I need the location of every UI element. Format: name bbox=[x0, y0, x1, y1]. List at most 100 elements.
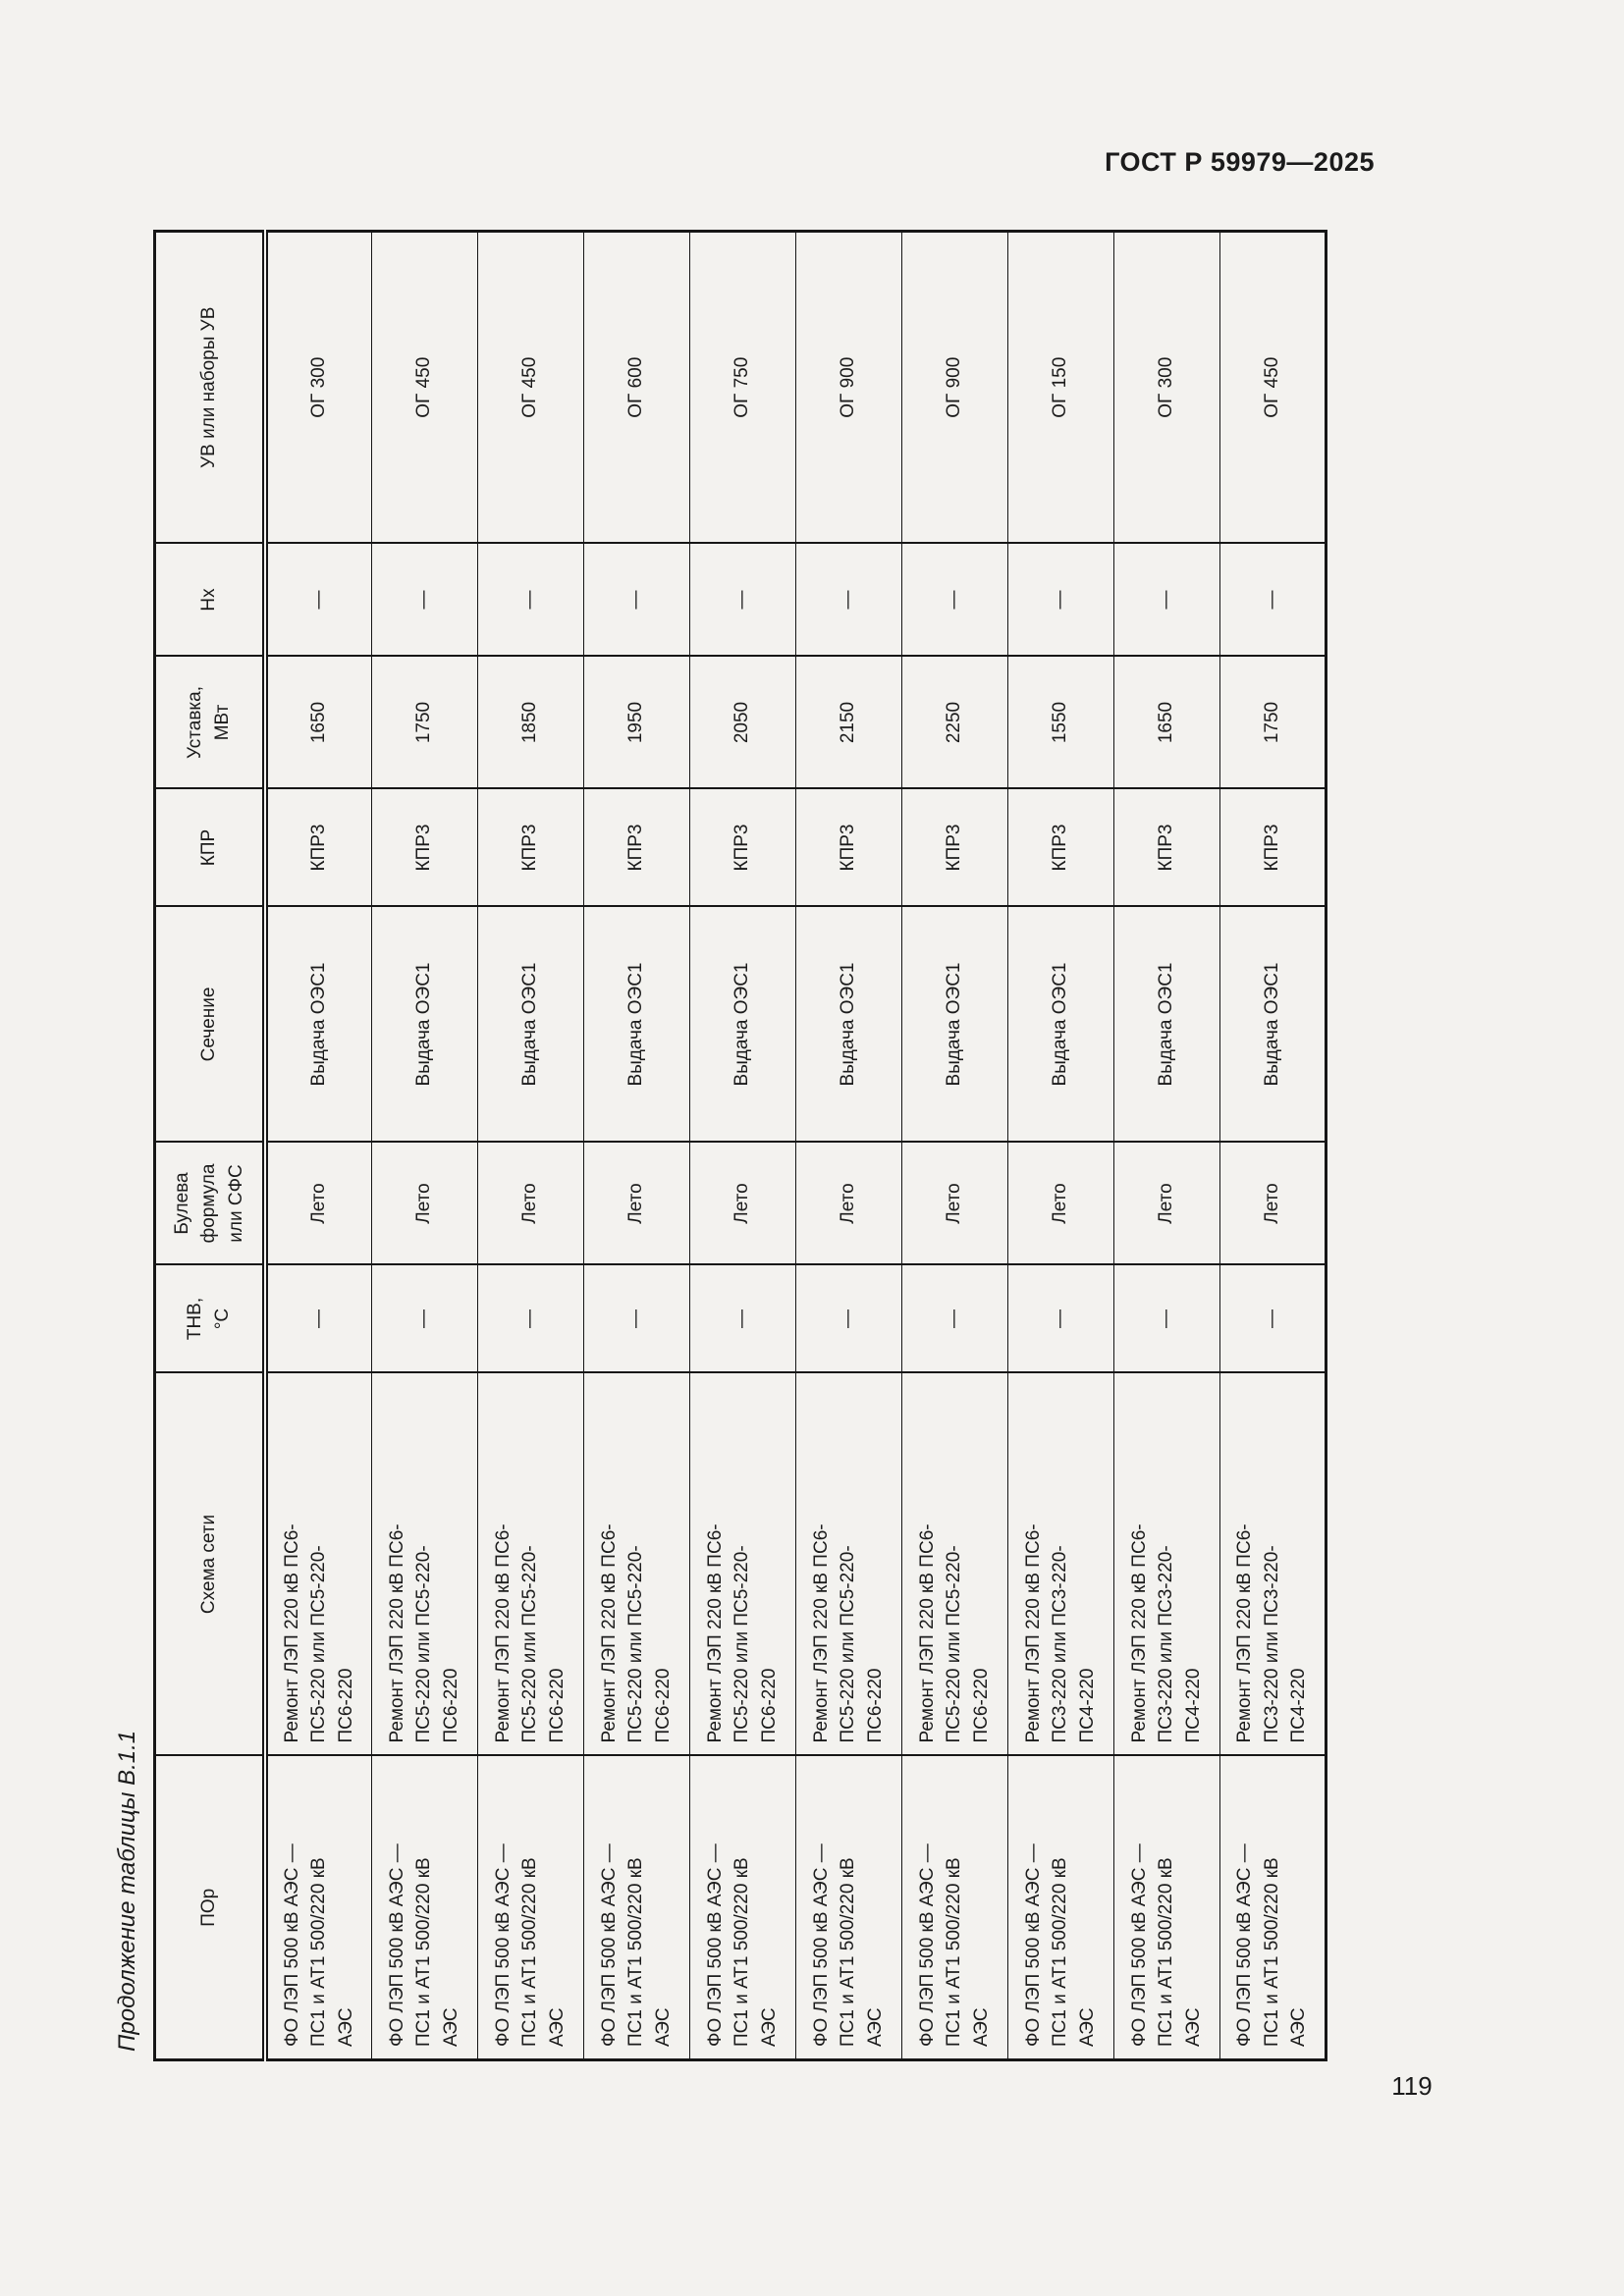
cell-por: ФО ЛЭП 500 кВ АЭС — ПС1 и АТ1 500/220 кВ… bbox=[1113, 1755, 1219, 2060]
cell-ustavka: 2250 bbox=[901, 656, 1007, 789]
cell-buleva: Лето bbox=[583, 1142, 689, 1265]
cell-kpr: КПР3 bbox=[1007, 788, 1113, 907]
cell-ustavka: 1850 bbox=[477, 656, 583, 789]
column-header-uv: УВ или наборы УВ bbox=[154, 231, 265, 544]
table-row: ФО ЛЭП 500 кВ АЭС — ПС1 и АТ1 500/220 кВ… bbox=[371, 231, 477, 2060]
cell-skhema: Ремонт ЛЭП 220 кВ ПС6- ПС5-220 или ПС5-2… bbox=[477, 1372, 583, 1756]
page-number: 119 bbox=[1391, 2071, 1433, 2101]
cell-uv: ОГ 600 bbox=[583, 231, 689, 544]
cell-sechenie: Выдача ОЭС1 bbox=[1219, 906, 1326, 1143]
table-row: ФО ЛЭП 500 кВ АЭС — ПС1 и АТ1 500/220 кВ… bbox=[583, 231, 689, 2060]
column-header-nh: Нх bbox=[154, 543, 265, 657]
cell-sechenie: Выдача ОЭС1 bbox=[795, 906, 901, 1143]
cell-por: ФО ЛЭП 500 кВ АЭС — ПС1 и АТ1 500/220 кВ… bbox=[795, 1755, 901, 2060]
cell-tnv: — bbox=[795, 1264, 901, 1373]
cell-nh: — bbox=[477, 543, 583, 657]
column-header-tnv: ТНВ, °С bbox=[154, 1264, 265, 1373]
cell-kpr: КПР3 bbox=[265, 788, 371, 907]
cell-uv: ОГ 450 bbox=[1219, 231, 1326, 544]
cell-ustavka: 1550 bbox=[1007, 656, 1113, 789]
cell-ustavka: 1650 bbox=[265, 656, 371, 789]
cell-uv: ОГ 150 bbox=[1007, 231, 1113, 544]
cell-nh: — bbox=[265, 543, 371, 657]
cell-por: ФО ЛЭП 500 кВ АЭС — ПС1 и АТ1 500/220 кВ… bbox=[583, 1755, 689, 2060]
table-row: ФО ЛЭП 500 кВ АЭС — ПС1 и АТ1 500/220 кВ… bbox=[689, 231, 795, 2060]
table-row: ФО ЛЭП 500 кВ АЭС — ПС1 и АТ1 500/220 кВ… bbox=[1219, 231, 1326, 2060]
cell-ustavka: 1650 bbox=[1113, 656, 1219, 789]
cell-nh: — bbox=[689, 543, 795, 657]
cell-nh: — bbox=[371, 543, 477, 657]
cell-por: ФО ЛЭП 500 кВ АЭС — ПС1 и АТ1 500/220 кВ… bbox=[477, 1755, 583, 2060]
cell-uv: ОГ 300 bbox=[1113, 231, 1219, 544]
cell-uv: ОГ 450 bbox=[371, 231, 477, 544]
column-header-kpr: КПР bbox=[154, 788, 265, 907]
cell-skhema: Ремонт ЛЭП 220 кВ ПС6- ПС5-220 или ПС5-2… bbox=[689, 1372, 795, 1756]
cell-nh: — bbox=[1219, 543, 1326, 657]
column-header-por: ПОр bbox=[154, 1755, 265, 2060]
cell-buleva: Лето bbox=[795, 1142, 901, 1265]
cell-buleva: Лето bbox=[689, 1142, 795, 1265]
cell-buleva: Лето bbox=[371, 1142, 477, 1265]
cell-ustavka: 1750 bbox=[371, 656, 477, 789]
cell-nh: — bbox=[1113, 543, 1219, 657]
table-row: ФО ЛЭП 500 кВ АЭС — ПС1 и АТ1 500/220 кВ… bbox=[265, 231, 371, 2060]
cell-sechenie: Выдача ОЭС1 bbox=[265, 906, 371, 1143]
cell-kpr: КПР3 bbox=[689, 788, 795, 907]
cell-kpr: КПР3 bbox=[795, 788, 901, 907]
cell-tnv: — bbox=[265, 1264, 371, 1373]
cell-kpr: КПР3 bbox=[477, 788, 583, 907]
cell-nh: — bbox=[1007, 543, 1113, 657]
cell-buleva: Лето bbox=[477, 1142, 583, 1265]
cell-skhema: Ремонт ЛЭП 220 кВ ПС6- ПС3-220 или ПС3-2… bbox=[1219, 1372, 1326, 1756]
cell-skhema: Ремонт ЛЭП 220 кВ ПС6- ПС3-220 или ПС3-2… bbox=[1007, 1372, 1113, 1756]
cell-por: ФО ЛЭП 500 кВ АЭС — ПС1 и АТ1 500/220 кВ… bbox=[371, 1755, 477, 2060]
cell-uv: ОГ 450 bbox=[477, 231, 583, 544]
cell-buleva: Лето bbox=[901, 1142, 1007, 1265]
cell-sechenie: Выдача ОЭС1 bbox=[1007, 906, 1113, 1143]
cell-sechenie: Выдача ОЭС1 bbox=[477, 906, 583, 1143]
table-row: ФО ЛЭП 500 кВ АЭС — ПС1 и АТ1 500/220 кВ… bbox=[901, 231, 1007, 2060]
table-row: ФО ЛЭП 500 кВ АЭС — ПС1 и АТ1 500/220 кВ… bbox=[795, 231, 901, 2060]
cell-buleva: Лето bbox=[265, 1142, 371, 1265]
table-row: ФО ЛЭП 500 кВ АЭС — ПС1 и АТ1 500/220 кВ… bbox=[1007, 231, 1113, 2060]
cell-kpr: КПР3 bbox=[583, 788, 689, 907]
cell-por: ФО ЛЭП 500 кВ АЭС — ПС1 и АТ1 500/220 кВ… bbox=[1219, 1755, 1326, 2060]
column-header-skhema: Схема сети bbox=[154, 1372, 265, 1756]
cell-kpr: КПР3 bbox=[1219, 788, 1326, 907]
cell-skhema: Ремонт ЛЭП 220 кВ ПС6- ПС5-220 или ПС5-2… bbox=[901, 1372, 1007, 1756]
cell-por: ФО ЛЭП 500 кВ АЭС — ПС1 и АТ1 500/220 кВ… bbox=[265, 1755, 371, 2060]
cell-ustavka: 2150 bbox=[795, 656, 901, 789]
cell-kpr: КПР3 bbox=[1113, 788, 1219, 907]
cell-tnv: — bbox=[371, 1264, 477, 1373]
cell-skhema: Ремонт ЛЭП 220 кВ ПС6- ПС5-220 или ПС5-2… bbox=[371, 1372, 477, 1756]
cell-nh: — bbox=[583, 543, 689, 657]
cell-skhema: Ремонт ЛЭП 220 кВ ПС6- ПС5-220 или ПС5-2… bbox=[265, 1372, 371, 1756]
cell-sechenie: Выдача ОЭС1 bbox=[689, 906, 795, 1143]
cell-tnv: — bbox=[583, 1264, 689, 1373]
cell-skhema: Ремонт ЛЭП 220 кВ ПС6- ПС3-220 или ПС3-2… bbox=[1113, 1372, 1219, 1756]
cell-por: ФО ЛЭП 500 кВ АЭС — ПС1 и АТ1 500/220 кВ… bbox=[689, 1755, 795, 2060]
cell-kpr: КПР3 bbox=[901, 788, 1007, 907]
running-header: ГОСТ Р 59979—2025 bbox=[1105, 147, 1375, 177]
cell-sechenie: Выдача ОЭС1 bbox=[583, 906, 689, 1143]
cell-tnv: — bbox=[689, 1264, 795, 1373]
cell-ustavka: 1750 bbox=[1219, 656, 1326, 789]
cell-tnv: — bbox=[477, 1264, 583, 1373]
cell-buleva: Лето bbox=[1113, 1142, 1219, 1265]
cell-por: ФО ЛЭП 500 кВ АЭС — ПС1 и АТ1 500/220 кВ… bbox=[1007, 1755, 1113, 2060]
cell-sechenie: Выдача ОЭС1 bbox=[371, 906, 477, 1143]
cell-uv: ОГ 750 bbox=[689, 231, 795, 544]
table-row: ФО ЛЭП 500 кВ АЭС — ПС1 и АТ1 500/220 кВ… bbox=[1113, 231, 1219, 2060]
column-header-sechenie: Сечение bbox=[154, 906, 265, 1143]
table-row: ФО ЛЭП 500 кВ АЭС — ПС1 и АТ1 500/220 кВ… bbox=[477, 231, 583, 2060]
cell-skhema: Ремонт ЛЭП 220 кВ ПС6- ПС5-220 или ПС5-2… bbox=[583, 1372, 689, 1756]
cell-por: ФО ЛЭП 500 кВ АЭС — ПС1 и АТ1 500/220 кВ… bbox=[901, 1755, 1007, 2060]
column-header-ustavka: Уставка, МВт bbox=[154, 656, 265, 789]
cell-ustavka: 1950 bbox=[583, 656, 689, 789]
cell-kpr: КПР3 bbox=[371, 788, 477, 907]
data-table: ПОр Схема сети ТНВ, °С Булева формула ил… bbox=[153, 230, 1327, 2061]
cell-tnv: — bbox=[1219, 1264, 1326, 1373]
cell-skhema: Ремонт ЛЭП 220 кВ ПС6- ПС5-220 или ПС5-2… bbox=[795, 1372, 901, 1756]
cell-sechenie: Выдача ОЭС1 bbox=[901, 906, 1007, 1143]
